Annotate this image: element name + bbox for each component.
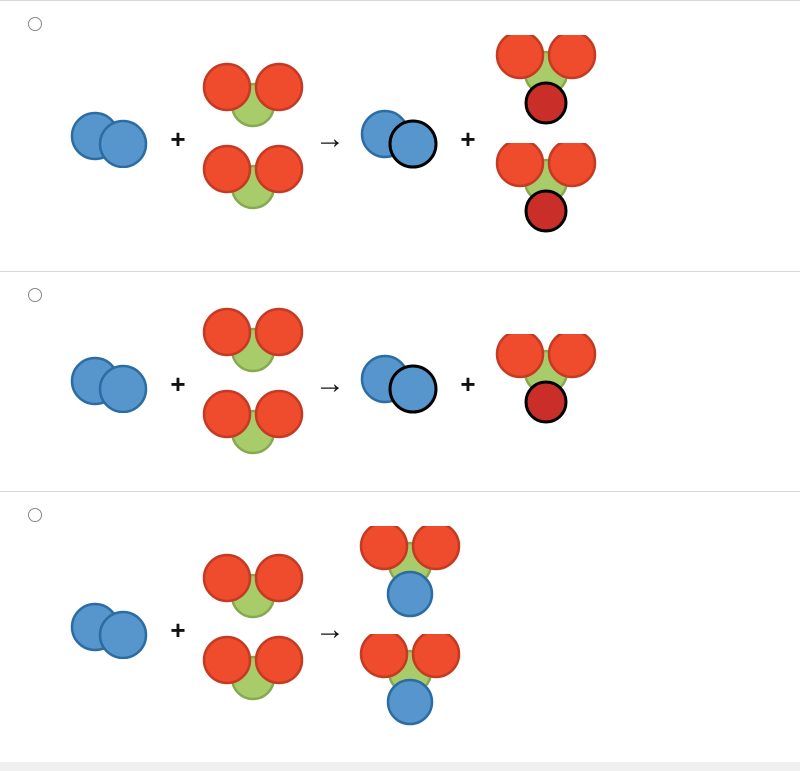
plus-operator: +: [165, 369, 191, 400]
radio-unselected[interactable]: [28, 288, 42, 302]
answer-option[interactable]: + → +: [0, 271, 800, 491]
answer-option[interactable]: +→: [0, 491, 800, 762]
reagent-slot: [201, 552, 305, 708]
molecule-bent-plus-darkred: [491, 143, 601, 243]
plus-operator: +: [165, 124, 191, 155]
arrow-operator: →: [315, 122, 345, 156]
reagent-slot: [355, 353, 445, 415]
molecule-bent-red-green: [201, 143, 305, 217]
molecule-bent-plus-darkred: [491, 334, 601, 434]
molecule-diatomic-blue: [65, 110, 155, 168]
molecule-bent-plus-blue: [355, 526, 465, 626]
radio-unselected[interactable]: [28, 17, 42, 31]
molecule-bent-plus-blue: [355, 634, 465, 734]
reagent-slot: [65, 601, 155, 659]
molecule-bent-red-green: [201, 388, 305, 462]
molecule-bent-red-green: [201, 634, 305, 708]
molecule-diatomic-blue-outlined: [355, 353, 445, 415]
radio-unselected[interactable]: [28, 508, 42, 522]
reagent-slot: [65, 355, 155, 413]
reagent-slot: [355, 526, 465, 734]
molecule-bent-plus-darkred: [491, 35, 601, 135]
arrow-operator: →: [315, 367, 345, 401]
molecule-diatomic-blue: [65, 601, 155, 659]
molecule-bent-red-green: [201, 61, 305, 135]
plus-operator: +: [455, 124, 481, 155]
molecule-diatomic-blue-outlined: [355, 108, 445, 170]
arrow-operator: →: [315, 613, 345, 647]
reaction-equation: + → +: [65, 306, 780, 462]
reagent-slot: [65, 110, 155, 168]
molecule-bent-red-green: [201, 552, 305, 626]
reagent-slot: [491, 334, 601, 434]
molecule-diatomic-blue: [65, 355, 155, 413]
reaction-equation: + → +: [65, 35, 780, 243]
plus-operator: +: [455, 369, 481, 400]
molecule-bent-red-green: [201, 306, 305, 380]
answer-option[interactable]: + → +: [0, 0, 800, 271]
reaction-equation: +→: [65, 526, 780, 734]
reagent-slot: [491, 35, 601, 243]
reagent-slot: [201, 61, 305, 217]
reagent-slot: [355, 108, 445, 170]
reagent-slot: [201, 306, 305, 462]
plus-operator: +: [165, 615, 191, 646]
